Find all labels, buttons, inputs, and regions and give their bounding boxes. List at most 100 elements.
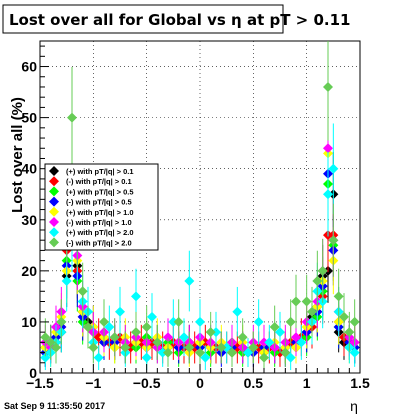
data-point — [51, 342, 61, 353]
data-point — [200, 352, 211, 363]
data-point — [275, 327, 285, 338]
data-point — [211, 327, 221, 338]
data-point — [291, 296, 301, 307]
data-point — [339, 311, 349, 322]
data-point — [195, 347, 205, 358]
legend-marker — [49, 227, 59, 238]
data-point — [93, 332, 104, 343]
data-point — [99, 316, 109, 327]
data-point — [269, 322, 280, 333]
data-point — [131, 327, 141, 338]
data-point — [296, 337, 307, 348]
data-point — [232, 306, 243, 317]
data-point — [253, 342, 264, 353]
data-point — [109, 332, 120, 343]
data-point — [301, 296, 312, 307]
legend-marker — [49, 196, 59, 207]
legend: (+) with pT/|q| > 0.1(-) with pT/|q| > 0… — [44, 163, 159, 251]
data-point — [221, 342, 232, 353]
data-point — [125, 342, 136, 353]
data-point — [349, 316, 360, 327]
data-point — [264, 337, 275, 348]
data-point — [200, 337, 211, 348]
data-point — [323, 189, 333, 200]
y-tick-label: 50 — [21, 110, 37, 126]
data-point — [115, 332, 125, 343]
data-point — [88, 342, 99, 353]
axes: −1.5 −1 −0.5 0 0.5 1 1.5 0 10 20 30 40 50 60 — [21, 45, 370, 391]
data-point — [285, 352, 296, 363]
legend-marker — [49, 166, 59, 176]
legend-label: (+) with pT/|q| > 0.5 — [66, 187, 134, 196]
data-point — [291, 332, 301, 343]
y-axis-label: Lost over all (%) — [9, 97, 26, 213]
data-point — [45, 337, 56, 348]
data-point — [285, 316, 296, 327]
data-point — [317, 265, 328, 276]
data-point — [195, 316, 205, 327]
data-point — [184, 342, 195, 353]
data-point — [141, 352, 152, 363]
legend-label: (-) with pT/|q| > 0.5 — [66, 198, 132, 207]
data-point — [248, 342, 259, 353]
legend-marker — [49, 186, 59, 197]
data-point — [141, 322, 152, 333]
data-point — [328, 235, 339, 246]
y-tick-label: 10 — [21, 314, 37, 330]
data-point — [136, 337, 147, 348]
data-point — [328, 163, 339, 174]
data-point — [253, 316, 264, 327]
legend-label: (+) with pT/|q| > 1.0 — [66, 208, 134, 217]
legend-label: (-) with pT/|q| > 2.0 — [66, 238, 132, 247]
data-point — [131, 291, 141, 302]
data-point — [232, 342, 243, 353]
data-point — [259, 337, 269, 348]
data-point — [120, 342, 131, 353]
legend-marker — [49, 217, 59, 227]
legend-label: (+) with pT/|q| > 2.0 — [66, 228, 134, 237]
data-point — [104, 322, 115, 333]
data-point — [56, 316, 67, 327]
data-point — [93, 352, 104, 363]
data-point — [333, 291, 344, 302]
data-point — [205, 327, 216, 338]
data-point — [184, 276, 195, 287]
data-point — [312, 276, 323, 287]
y-tick-label: 40 — [21, 161, 37, 177]
chart-title: Lost over all for Global vs η at pT > 0.… — [9, 11, 350, 29]
data-point — [216, 342, 227, 353]
data-point — [83, 322, 93, 333]
legend-marker — [49, 237, 59, 248]
x-tick-label: 1.5 — [350, 375, 370, 391]
data-point — [344, 327, 355, 338]
x-tick-label: 1 — [303, 375, 311, 391]
data-point — [67, 112, 77, 123]
y-tick-label: 0 — [29, 365, 37, 381]
x-axis-label: η — [350, 398, 358, 414]
data-point — [179, 332, 189, 343]
data-point — [163, 332, 173, 343]
data-point — [349, 347, 360, 358]
data-point — [280, 347, 291, 358]
data-point — [40, 332, 51, 343]
data-point — [243, 347, 253, 358]
data-point — [40, 352, 51, 363]
x-tick-label: −1.5 — [26, 375, 54, 391]
x-tick-label: −0.5 — [133, 375, 161, 391]
x-tick-label: 0.5 — [244, 375, 264, 391]
data-point — [147, 311, 157, 322]
data-point — [275, 347, 285, 358]
legend-label: (-) with pT/|q| > 1.0 — [66, 218, 132, 227]
data-point — [189, 342, 200, 353]
y-tick-label: 20 — [21, 263, 37, 279]
data-point — [152, 337, 163, 348]
data-point — [157, 347, 168, 358]
legend-label: (-) with pT/|q| > 0.1 — [66, 177, 132, 186]
data-point — [115, 306, 125, 317]
legend-label: (+) with pT/|q| > 0.1 — [66, 167, 134, 176]
legend-box — [44, 163, 159, 251]
x-tick-label: 0 — [196, 375, 204, 391]
timestamp: Sat Sep 9 11:35:50 2017 — [4, 401, 105, 411]
data-point — [323, 81, 333, 92]
